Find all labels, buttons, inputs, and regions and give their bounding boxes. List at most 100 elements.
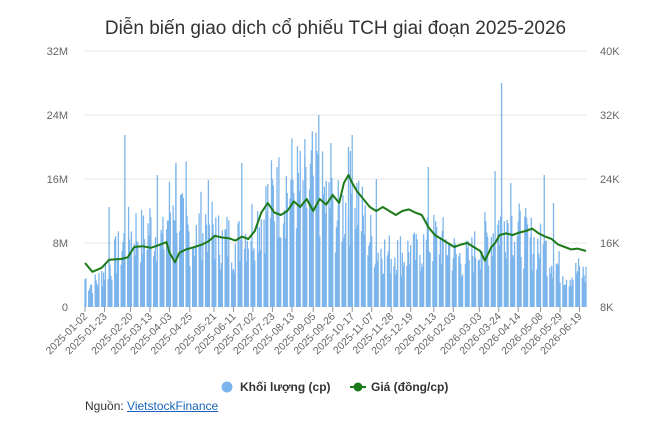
volume-bar <box>427 167 429 307</box>
price-line <box>84 174 587 273</box>
volume-bar <box>442 217 444 307</box>
volume-bar <box>422 266 424 307</box>
volume-bar <box>122 241 124 307</box>
volume-bar <box>308 189 311 307</box>
volume-bar <box>569 279 571 307</box>
volume-bar <box>230 262 233 307</box>
volume-bar <box>349 151 351 307</box>
volume-bar <box>309 163 312 307</box>
volume-bar <box>110 275 112 307</box>
volume-bar <box>194 245 197 307</box>
volume-bar <box>220 262 223 307</box>
volume-bar <box>228 220 230 307</box>
volume-bar <box>434 232 436 307</box>
volume-bar <box>120 264 122 307</box>
volume-bar <box>114 239 116 307</box>
volume-bar <box>513 241 516 307</box>
volume-bar <box>369 242 371 307</box>
volume-bar <box>202 233 204 307</box>
volume-bar <box>141 254 144 307</box>
volume-bar <box>284 238 287 307</box>
y-left-tick-label: 8M <box>53 238 68 250</box>
volume-bar <box>351 135 353 307</box>
volume-bar <box>491 256 493 307</box>
volume-bar <box>289 198 291 307</box>
volume-bar <box>85 278 87 307</box>
volume-bar <box>474 257 477 307</box>
y-left-tick-label: 16M <box>47 174 68 186</box>
volume-bar <box>551 265 553 307</box>
volume-bar <box>564 284 566 307</box>
volume-bar <box>478 259 480 307</box>
volume-bar <box>453 238 455 307</box>
volume-bar <box>439 236 441 307</box>
volume-bar <box>576 273 578 307</box>
volume-bar <box>499 245 501 307</box>
volume-bar <box>156 175 159 307</box>
volume-bar <box>174 220 176 307</box>
volume-bar <box>232 268 235 307</box>
volume-bar <box>432 261 434 307</box>
volume-bar <box>162 216 164 307</box>
volume-bar <box>403 261 405 307</box>
volume-bar <box>198 213 200 307</box>
volume-bar <box>422 234 425 307</box>
volume-bar <box>266 211 268 307</box>
volume-bar <box>116 257 119 307</box>
volume-bar <box>341 241 343 307</box>
volume-bar <box>219 269 222 307</box>
volume-bar <box>362 215 364 307</box>
volume-bar <box>373 267 376 307</box>
volume-bar <box>160 229 162 307</box>
volume-bar <box>211 201 213 307</box>
volume-bar <box>465 240 467 307</box>
volume-bar <box>461 274 464 307</box>
volume-bar <box>84 279 86 307</box>
volume-bar <box>421 263 423 307</box>
source-label: Nguồn: <box>85 399 124 413</box>
volume-bar <box>254 260 256 307</box>
volume-bar <box>282 223 285 307</box>
volume-bar <box>150 217 152 307</box>
volume-bar <box>377 252 379 307</box>
volume-bar <box>557 264 559 307</box>
volume-bar <box>410 245 412 307</box>
volume-bar <box>408 251 410 307</box>
volume-bar <box>549 267 551 307</box>
volume-bar <box>490 236 493 307</box>
volume-bar <box>429 252 431 307</box>
volume-bar <box>195 224 197 307</box>
volume-bar <box>114 236 117 307</box>
source-link[interactable]: VietstockFinance <box>127 399 219 413</box>
volume-bar <box>441 230 443 307</box>
volume-bar <box>331 177 333 307</box>
volume-bar <box>526 224 529 307</box>
volume-bar <box>389 273 391 307</box>
volume-bar <box>234 243 236 307</box>
volume-bar <box>250 241 252 307</box>
volume-bar <box>409 264 411 307</box>
volume-bar <box>127 258 129 307</box>
volume-bar <box>167 220 170 307</box>
volume-bar <box>257 252 260 307</box>
volume-bar <box>95 280 97 307</box>
volume-bar <box>269 217 272 307</box>
volume-bar <box>272 185 274 307</box>
volume-bar <box>188 231 190 307</box>
volume-bar <box>246 240 249 307</box>
volume-bar <box>251 203 253 307</box>
volume-bar <box>325 180 327 307</box>
volume-bar <box>337 180 339 307</box>
volume-bar <box>542 244 544 307</box>
volume-bar <box>128 239 131 307</box>
volume-bar <box>227 255 229 307</box>
volume-bar <box>312 175 314 307</box>
volume-bar <box>500 83 503 307</box>
volume-bar <box>215 217 217 307</box>
volume-bar <box>322 194 325 307</box>
volume-bar <box>563 285 565 307</box>
volume-bar <box>370 214 372 307</box>
volume-bar <box>328 182 330 307</box>
volume-bar <box>208 224 210 307</box>
